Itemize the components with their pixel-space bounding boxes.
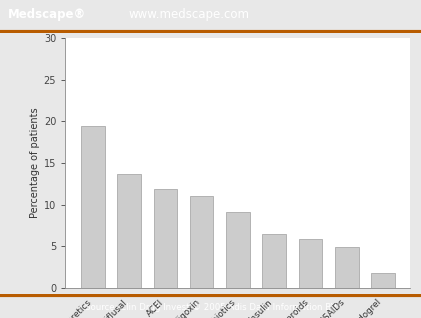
Bar — [298, 239, 322, 288]
Bar — [117, 174, 141, 288]
Bar — [371, 273, 395, 288]
Text: Source: Clin Drug Invest © 2005 Adis Data Information BV: Source: Clin Drug Invest © 2005 Adis Dat… — [85, 303, 336, 313]
Bar — [154, 189, 177, 288]
Text: Medscape®: Medscape® — [8, 8, 86, 21]
Bar — [262, 234, 286, 288]
Y-axis label: Percentage of patients: Percentage of patients — [29, 108, 40, 218]
Text: www.medscape.com: www.medscape.com — [129, 8, 250, 21]
Bar — [190, 196, 213, 288]
Bar — [81, 126, 104, 288]
Bar — [335, 247, 359, 288]
Bar — [226, 212, 250, 288]
